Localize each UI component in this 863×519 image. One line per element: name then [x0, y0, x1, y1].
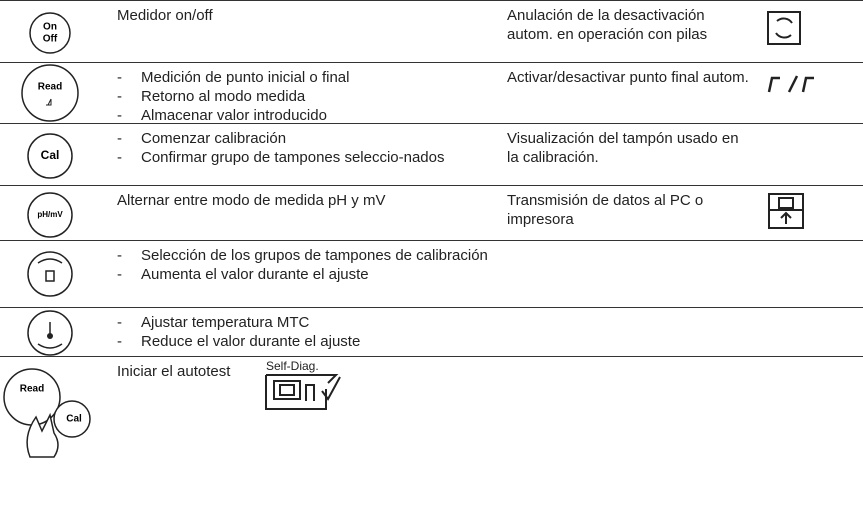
table-row: Selección de los grupos de tampones de c… [0, 240, 863, 308]
function-text: Selección de los grupos de tampones de c… [117, 246, 497, 284]
symbol [47, 333, 53, 339]
self-diag-icon [265, 374, 341, 410]
button-label: Off [43, 34, 58, 45]
function-item: Comenzar calibración [117, 129, 497, 148]
button-circle [29, 12, 71, 54]
description-text: Transmisión de datos al PC o impresora [507, 192, 704, 228]
table-row: Ajustar temperatura MTCReduce el valor d… [0, 307, 863, 357]
symbol [37, 322, 63, 349]
display-icon [767, 11, 801, 45]
function-item: Medidor on/off [117, 7, 213, 24]
function-item: Iniciar el autotest [117, 363, 231, 380]
button-icon: Cal [27, 133, 73, 179]
button-label: Cal [41, 148, 60, 162]
button-icon [27, 251, 73, 297]
table-row: On Off Medidor on/off Anulación de la desac… [0, 0, 863, 63]
arrows [775, 17, 793, 39]
button-circle [21, 64, 79, 122]
button-icon: pH/mV [27, 192, 73, 238]
function-item: Selección de los grupos de tampones de c… [117, 246, 497, 265]
button-icon: Read Cal [3, 368, 91, 458]
button-circle [53, 400, 91, 438]
function-text: Comenzar calibraciónConfirmar grupo de t… [117, 129, 497, 167]
button-circle [3, 368, 61, 426]
button-label: Cal [66, 414, 82, 425]
description-text: Visualización del tampón usado en la cal… [507, 130, 739, 166]
function-text: Medición de punto inicial o finalRetorno… [117, 68, 497, 125]
button-label: pH/mV [37, 210, 63, 219]
table-row: Read Cal Iniciar el autotest Self-Diag. [0, 356, 863, 519]
frame [767, 11, 801, 45]
function-text: Alternar entre modo de medida pH y mV [117, 191, 497, 210]
button-icon: Read [21, 64, 79, 122]
button-label: On [43, 22, 57, 33]
function-list: Comenzar calibraciónConfirmar grupo de t… [117, 129, 497, 167]
function-item: Medición de punto inicial o final [117, 68, 497, 87]
function-text: Medidor on/off [117, 6, 497, 25]
display-icon [767, 75, 814, 93]
function-list: Selección de los grupos de tampones de c… [117, 246, 497, 284]
table-row: Read Medición de punto inicial o finalRet… [0, 62, 863, 125]
function-item: Almacenar valor introducido [117, 106, 497, 125]
symbol [46, 98, 52, 106]
function-item: Aumenta el valor durante el ajuste [117, 265, 497, 284]
button-label: Read [20, 384, 44, 395]
frame [768, 193, 804, 229]
description-text: Anulación de la desactivación autom. en … [507, 7, 708, 43]
function-item: Alternar entre modo de medida pH y mV [117, 192, 386, 209]
button-circle [27, 192, 73, 238]
table-row: Cal Comenzar calibraciónConfirmar grupo d… [0, 123, 863, 186]
function-list: Medición de punto inicial o finalRetorno… [117, 68, 497, 125]
symbols [767, 75, 814, 93]
function-item: Retorno al modo medida [117, 87, 497, 106]
function-text: Ajustar temperatura MTCReduce el valor d… [117, 313, 497, 351]
table-row: pH/mV Alternar entre modo de medida pH y … [0, 185, 863, 241]
function-item: Confirmar grupo de tampones seleccio-nad… [117, 148, 497, 167]
button-icon [27, 310, 73, 356]
hand [26, 412, 59, 458]
symbols [265, 374, 341, 410]
function-list: Ajustar temperatura MTCReduce el valor d… [117, 313, 497, 351]
function-item: Ajustar temperatura MTC [117, 313, 497, 332]
description-text: Activar/desactivar punto final autom. [507, 69, 749, 86]
button-circle [27, 133, 73, 179]
display-icon [768, 193, 804, 229]
self-diag-label: Self-Diag. [266, 359, 319, 373]
button-label: Read [38, 82, 62, 93]
symbol [37, 258, 63, 282]
function-item: Reduce el valor durante el ajuste [117, 332, 497, 351]
function-text: Iniciar el autotest [117, 362, 497, 381]
